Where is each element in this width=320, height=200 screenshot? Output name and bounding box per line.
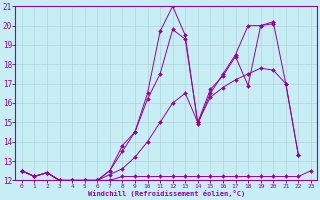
X-axis label: Windchill (Refroidissement éolien,°C): Windchill (Refroidissement éolien,°C) [88,190,245,197]
